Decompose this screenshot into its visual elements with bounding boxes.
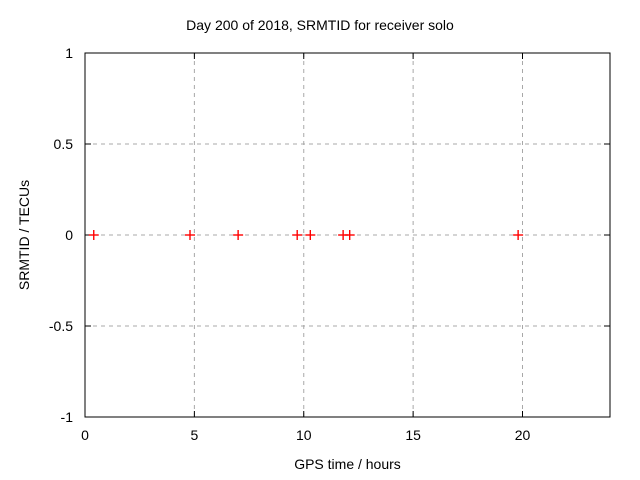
x-axis-label: GPS time / hours xyxy=(294,456,401,472)
chart-title: Day 200 of 2018, SRMTID for receiver sol… xyxy=(186,17,454,33)
y-tick-label: -1 xyxy=(61,409,74,425)
x-tick-label: 20 xyxy=(515,427,531,443)
x-tick-label: 0 xyxy=(81,427,89,443)
x-tick-label: 15 xyxy=(405,427,421,443)
y-tick-label: 1 xyxy=(65,45,73,61)
y-tick-label: 0 xyxy=(65,227,73,243)
x-tick-label: 5 xyxy=(190,427,198,443)
x-tick-label: 10 xyxy=(296,427,312,443)
y-tick-label: 0.5 xyxy=(54,136,74,152)
y-tick-label: -0.5 xyxy=(49,318,73,334)
